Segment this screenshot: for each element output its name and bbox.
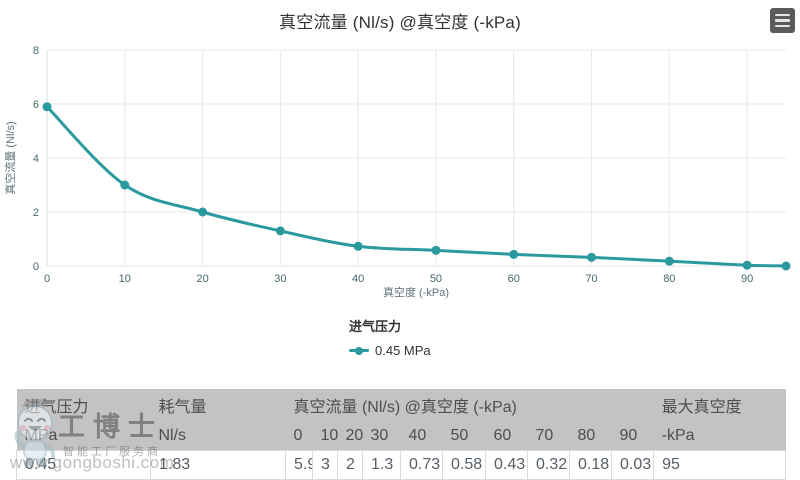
x-tick-label: 70 [585, 273, 597, 285]
data-cell: 0.18 [569, 450, 612, 480]
y-tick-label: 8 [33, 45, 39, 57]
data-point-marker [353, 241, 363, 251]
group-header-air-consumption: 耗气量 [150, 389, 286, 421]
legend: 进气压力 0.45 MPa [349, 316, 431, 358]
table-data-row: 0.45 1.83 5.9 3 2 1.3 0.73 0.58 0.43 0.3… [16, 450, 787, 480]
legend-marker-icon [349, 346, 369, 355]
spec-table: 进气压力 耗气量 真空流量 (Nl/s) @真空度 (-kPa) 最大真空度 M… [16, 389, 787, 480]
legend-item[interactable]: 0.45 MPa [349, 343, 431, 358]
data-point-marker [275, 226, 285, 236]
table-units-row: MPa Nl/s 0 10 20 30 40 50 60 70 80 90 -k… [16, 421, 786, 451]
unit-cell: MPa [16, 421, 151, 451]
table-group-header-row: 进气压力 耗气量 真空流量 (Nl/s) @真空度 (-kPa) 最大真空度 [16, 389, 786, 421]
y-tick-label: 6 [33, 99, 39, 111]
group-header-vacuum-flow: 真空流量 (Nl/s) @真空度 (-kPa) [285, 389, 654, 421]
unit-cell: 0 [285, 421, 313, 451]
series-line [45, 105, 788, 268]
y-tick-label: 2 [33, 207, 39, 219]
data-point-marker [742, 260, 752, 270]
group-header-max-vacuum: 最大真空度 [653, 389, 786, 421]
data-point-marker [42, 102, 52, 112]
data-cell: 5.9 [285, 450, 313, 480]
data-cell: 0.45 [16, 450, 151, 480]
data-point-marker [120, 180, 130, 190]
data-cell: 0.43 [485, 450, 528, 480]
unit-cell: 40 [400, 421, 443, 451]
legend-item-label: 0.45 MPa [375, 343, 431, 358]
legend-title: 进气压力 [349, 319, 402, 334]
x-tick-label: 60 [508, 273, 520, 285]
x-tick-label: 0 [44, 273, 50, 285]
x-tick-label: 40 [352, 273, 364, 285]
unit-cell: 90 [611, 421, 654, 451]
unit-cell: 10 [312, 421, 338, 451]
x-tick-label: 80 [663, 273, 675, 285]
data-cell: 1.83 [150, 450, 286, 480]
unit-cell: 30 [362, 421, 401, 451]
unit-cell: -kPa [653, 421, 786, 451]
group-header-inlet-pressure: 进气压力 [16, 389, 151, 421]
x-axis-title: 真空度 (-kPa) [383, 285, 449, 299]
unit-cell: 80 [569, 421, 612, 451]
x-tick-label: 10 [119, 273, 131, 285]
x-tick-label: 50 [430, 273, 442, 285]
data-point-marker [587, 252, 597, 262]
unit-cell: 50 [442, 421, 486, 451]
data-cell: 0.03 [610, 450, 655, 480]
unit-cell: 20 [337, 421, 363, 451]
chart-title: 真空流量 (Nl/s) @真空度 (-kPa) [279, 13, 521, 32]
x-tick-label: 20 [196, 273, 208, 285]
data-cell: 0.73 [400, 450, 443, 480]
data-cell: 0.32 [527, 450, 570, 480]
data-point-marker [664, 256, 674, 266]
data-point-marker [198, 207, 208, 217]
data-cell: 2 [337, 450, 363, 480]
data-cell: 1.3 [362, 450, 401, 480]
unit-cell: Nl/s [150, 421, 286, 451]
unit-cell: 60 [485, 421, 528, 451]
y-axis-title: 真空流量 (Nl/s) [3, 121, 17, 194]
hamburger-icon [775, 13, 790, 28]
x-tick-label: 90 [741, 273, 753, 285]
data-cell: 3 [312, 450, 338, 480]
y-tick-label: 0 [33, 261, 39, 273]
y-tick-label: 4 [33, 153, 39, 165]
data-cell: 95 [653, 450, 787, 480]
chart-context-menu-button[interactable] [770, 8, 795, 33]
data-point-marker [781, 261, 791, 271]
x-tick-label: 30 [274, 273, 286, 285]
data-cell: 0.58 [442, 450, 486, 480]
data-point-marker [431, 245, 441, 255]
unit-cell: 70 [527, 421, 570, 451]
data-point-marker [509, 249, 519, 259]
